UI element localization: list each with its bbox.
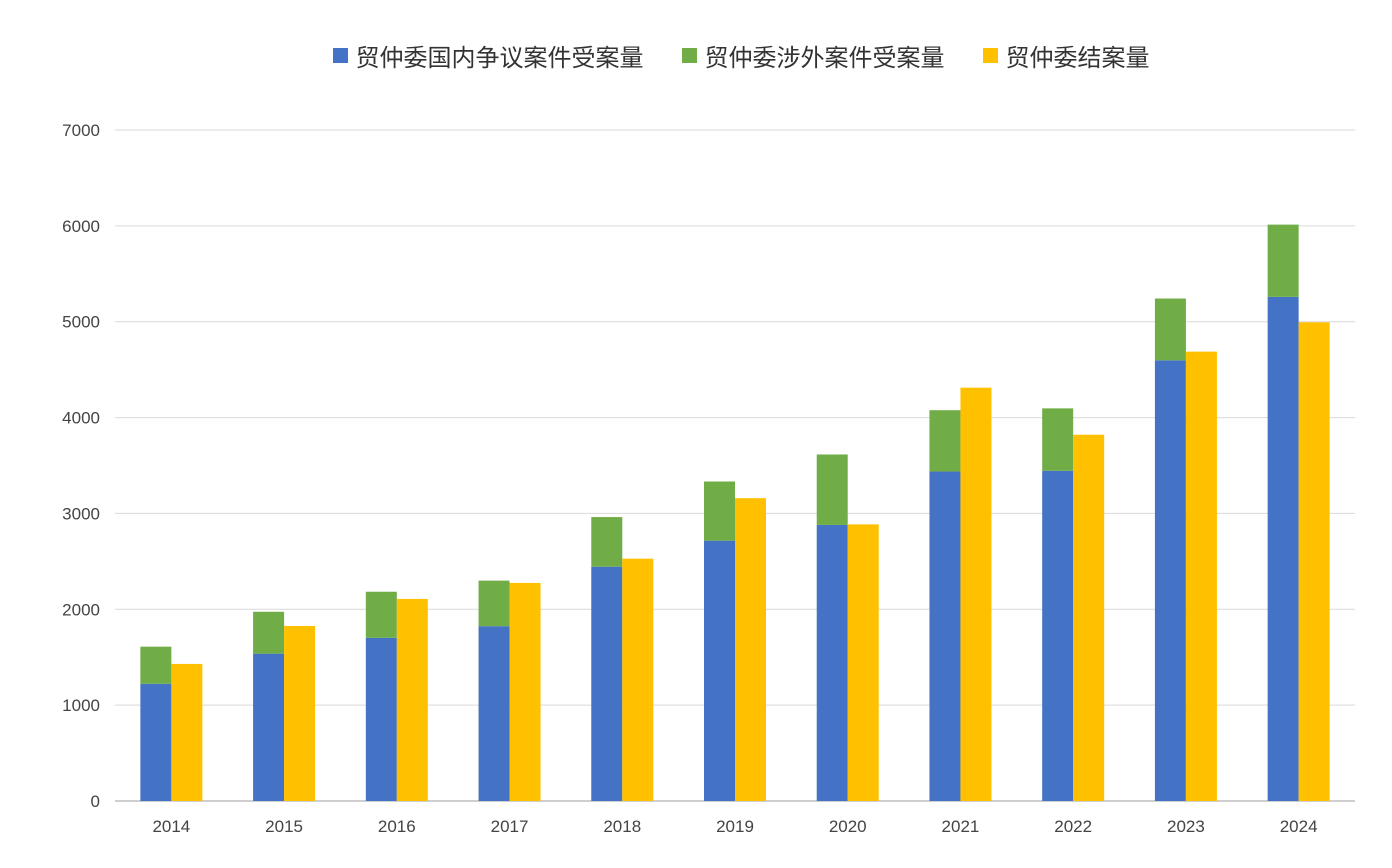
bar-foreign — [1042, 408, 1074, 471]
bar-closed — [735, 498, 766, 801]
bar-foreign — [1154, 298, 1186, 361]
bar-domestic — [1154, 360, 1186, 801]
bar-foreign — [478, 580, 510, 627]
bar-domestic — [365, 637, 397, 801]
y-tick-label: 0 — [91, 792, 100, 811]
bar-closed — [1185, 351, 1217, 801]
legend-label-foreign: 贸仲委涉外案件受案量 — [704, 44, 945, 72]
y-axis-ticks: 0 1000 2000 3000 4000 5000 6000 7000 — [62, 121, 100, 811]
bar-foreign — [253, 611, 285, 654]
legend-item-foreign: 贸仲委涉外案件受案量 — [681, 38, 945, 73]
bar-closed — [622, 558, 654, 801]
y-tick-label: 7000 — [62, 121, 100, 140]
legend-label-closed: 贸仲委结案量 — [1005, 44, 1150, 72]
bar-closed — [171, 663, 203, 801]
bar-domestic — [591, 566, 623, 801]
y-tick-label: 5000 — [62, 313, 100, 332]
bar-closed — [1298, 322, 1330, 801]
bar-foreign — [704, 481, 735, 541]
bar-domestic — [816, 524, 848, 801]
x-tick-label: 2015 — [265, 817, 303, 836]
bar-domestic — [140, 683, 172, 801]
x-tick-label: 2016 — [378, 817, 416, 836]
bar-closed — [396, 598, 428, 801]
bar-foreign — [140, 646, 172, 684]
bar-domestic — [929, 471, 961, 801]
x-tick-label: 2024 — [1280, 817, 1318, 836]
bar-closed — [284, 625, 316, 801]
legend-swatch-closed — [982, 48, 998, 63]
bar-foreign — [929, 410, 961, 472]
x-tick-label: 2023 — [1167, 817, 1205, 836]
bar-closed — [960, 387, 992, 801]
legend-swatch-foreign — [681, 48, 697, 63]
y-tick-label: 1000 — [62, 696, 100, 715]
bar-closed — [509, 582, 541, 801]
legend-item-closed: 贸仲委结案量 — [982, 38, 1150, 73]
x-tick-label: 2019 — [716, 817, 754, 836]
bar-domestic — [704, 540, 735, 801]
bar-domestic — [1267, 296, 1299, 801]
bar-domestic — [1042, 470, 1074, 801]
bar-closed — [847, 524, 879, 801]
legend-item-domestic: 贸仲委国内争议案件受案量 — [332, 38, 644, 73]
bar-foreign — [591, 517, 623, 567]
x-tick-label: 2014 — [152, 817, 190, 836]
bar-domestic — [253, 653, 285, 801]
x-axis-ticks: 2014 2015 2016 2017 2018 2019 2020 2021 2022 2023… — [152, 817, 1317, 836]
y-tick-label: 4000 — [62, 409, 100, 428]
y-tick-label: 6000 — [62, 217, 100, 236]
bars — [140, 224, 1330, 801]
legend-swatch-domestic — [332, 48, 348, 63]
x-tick-label: 2021 — [942, 817, 980, 836]
x-tick-label: 2018 — [603, 817, 641, 836]
y-tick-label: 3000 — [62, 504, 100, 523]
y-tick-label: 2000 — [62, 600, 100, 619]
x-tick-label: 2020 — [829, 817, 867, 836]
bar-foreign — [365, 591, 397, 638]
legend-label-domestic: 贸仲委国内争议案件受案量 — [355, 44, 644, 72]
bar-closed — [1073, 434, 1105, 801]
bar-foreign — [816, 454, 848, 525]
bar-foreign — [1267, 224, 1299, 297]
x-tick-label: 2022 — [1054, 817, 1092, 836]
x-tick-label: 2017 — [491, 817, 529, 836]
chart-legend: 贸仲委国内争议案件受案量 贸仲委涉外案件受案量 贸仲委结案量 — [0, 38, 1392, 73]
bar-domestic — [478, 626, 510, 801]
